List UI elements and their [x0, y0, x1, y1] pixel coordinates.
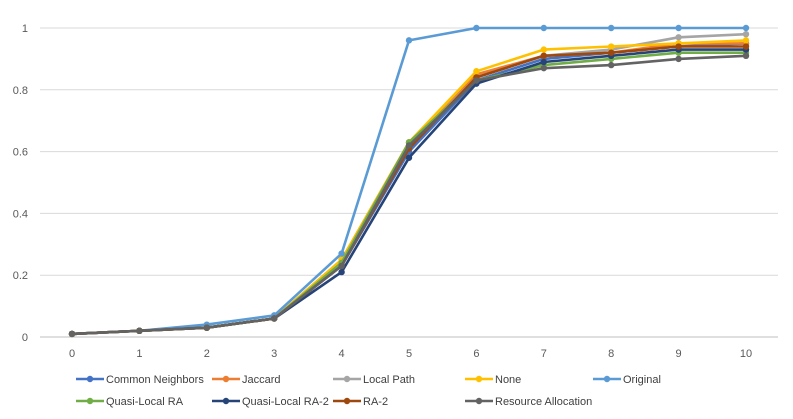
x-tick-label: 10 — [740, 348, 752, 360]
x-tick-label: 3 — [271, 348, 277, 360]
x-tick-label: 6 — [473, 348, 479, 360]
data-point — [540, 64, 547, 72]
x-axis-ticks: 0 1 2 3 4 5 6 7 8 9 10 — [69, 348, 752, 360]
legend-label: Jaccard — [242, 374, 281, 386]
data-point — [473, 77, 480, 84]
legend-marker — [343, 397, 351, 405]
series-local-path — [68, 30, 750, 338]
data-point — [742, 37, 750, 44]
data-point — [742, 30, 750, 38]
legend-marker — [603, 375, 611, 383]
y-tick-label: 0.2 — [13, 270, 28, 282]
legend-marker — [475, 397, 483, 405]
series-line — [71, 51, 746, 336]
legend-item: Jaccard — [212, 374, 281, 386]
series-line — [71, 26, 746, 336]
y-tick-label: 1 — [22, 23, 28, 35]
data-point — [608, 61, 615, 69]
data-point — [473, 68, 480, 75]
data-point — [540, 52, 547, 60]
data-point — [675, 34, 682, 41]
series-line — [71, 39, 747, 336]
data-point — [608, 24, 615, 32]
series-original — [68, 24, 750, 338]
legend-item: RA-2 — [333, 396, 388, 408]
data-point — [271, 315, 278, 322]
y-tick-label: 0.8 — [13, 85, 28, 97]
legend-marker — [222, 375, 230, 383]
legend-marker — [222, 397, 230, 405]
data-point — [742, 43, 750, 50]
data-point — [338, 250, 345, 257]
legend-marker — [475, 375, 483, 383]
y-tick-label: 0.6 — [13, 147, 28, 159]
legend-label: Quasi-Local RA — [106, 396, 184, 408]
data-point — [742, 24, 750, 32]
data-point — [405, 142, 413, 149]
legend-item: Local Path — [333, 374, 415, 386]
data-point — [136, 327, 143, 335]
data-point — [540, 24, 547, 32]
legend-label: Quasi-Local RA-2 — [242, 396, 329, 408]
y-tick-label: 0.4 — [13, 208, 28, 220]
series-group — [68, 24, 750, 338]
legend-item: Quasi-Local RA-2 — [212, 396, 329, 408]
data-point — [338, 262, 345, 270]
legend: Common Neighbors Jaccard Local Path None Ori… — [76, 374, 661, 408]
x-tick-label: 4 — [339, 348, 345, 360]
data-point — [540, 46, 547, 53]
series-line — [71, 42, 747, 336]
data-point — [68, 330, 76, 338]
series-common-neighbors — [68, 40, 750, 338]
legend-item: Original — [593, 374, 661, 386]
y-tick-label: 0 — [22, 332, 28, 344]
data-point — [675, 55, 682, 63]
series-ra-2 — [68, 43, 750, 338]
legend-item: Resource Allocation — [465, 396, 592, 408]
data-point — [675, 43, 682, 50]
series-line — [71, 32, 747, 336]
legend-label: Original — [623, 374, 661, 386]
legend-label: Local Path — [363, 374, 415, 386]
x-tick-label: 5 — [406, 348, 412, 360]
data-point — [608, 49, 615, 56]
series-line — [71, 42, 746, 336]
legend-label: RA-2 — [363, 396, 388, 408]
x-tick-label: 2 — [204, 348, 210, 360]
series-line — [71, 54, 747, 336]
data-point — [742, 52, 750, 60]
data-point — [540, 58, 547, 66]
data-point — [405, 37, 413, 44]
series-quasi-local-ra — [68, 49, 750, 338]
legend-marker — [86, 397, 94, 405]
legend-item: Common Neighbors — [76, 374, 204, 386]
legend-label: Resource Allocation — [495, 396, 592, 408]
series-none — [68, 37, 750, 338]
x-tick-label: 7 — [541, 348, 547, 360]
x-tick-label: 9 — [676, 348, 682, 360]
x-tick-label: 1 — [136, 348, 142, 360]
data-point — [405, 154, 413, 161]
legend-label: Common Neighbors — [106, 374, 204, 386]
y-axis-ticks: 0 0.2 0.4 0.6 0.8 1 — [13, 23, 28, 344]
series-resource-allocation — [68, 52, 750, 338]
data-point — [608, 43, 615, 50]
x-tick-label: 8 — [608, 348, 614, 360]
series-line — [71, 48, 746, 336]
data-point — [338, 268, 345, 276]
legend-item: Quasi-Local RA — [76, 396, 184, 408]
x-tick-label: 0 — [69, 348, 75, 360]
legend-marker — [343, 375, 351, 383]
series-jaccard — [68, 40, 750, 338]
legend-label: None — [495, 374, 521, 386]
legend-item: None — [465, 374, 521, 386]
data-point — [473, 24, 480, 32]
legend-marker — [86, 375, 94, 383]
data-point — [203, 324, 210, 331]
data-point — [675, 24, 682, 32]
